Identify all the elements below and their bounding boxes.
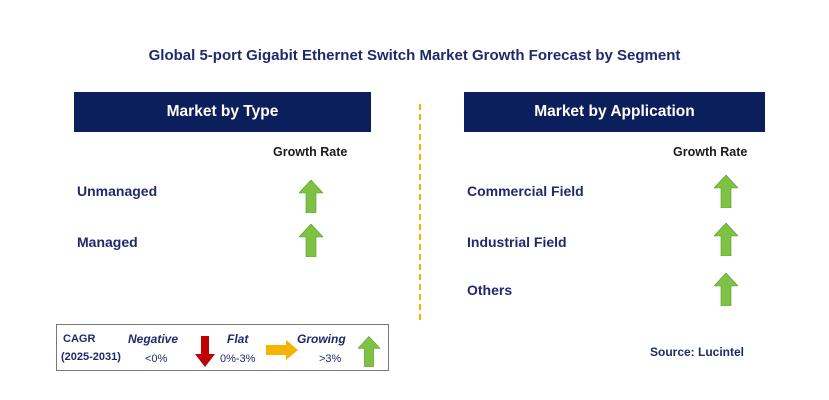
type-unmanaged-label: Unmanaged xyxy=(77,183,158,199)
growth-rate-label-application: Growth Rate xyxy=(673,145,748,159)
legend-negative-value: <0% xyxy=(145,353,168,365)
panel-divider xyxy=(419,104,421,320)
application-industrial-label: Industrial Field xyxy=(467,234,567,250)
application-others-label: Others xyxy=(467,282,513,298)
growing-arrow-icon xyxy=(299,224,323,257)
market-by-type-header: Market by Type xyxy=(74,92,371,132)
growing-arrow-icon xyxy=(299,180,323,213)
market-by-application-header: Market by Application xyxy=(464,92,765,132)
growing-arrow-icon xyxy=(714,223,738,256)
legend-period-label: (2025-2031) xyxy=(61,351,121,363)
legend-flat-label: Flat xyxy=(227,332,249,346)
negative-arrow-icon xyxy=(195,336,215,367)
flat-arrow-icon xyxy=(266,340,298,360)
legend-cagr-label: CAGR xyxy=(63,333,96,345)
legend-growing-label: Growing xyxy=(297,332,346,346)
growing-arrow-icon xyxy=(358,336,380,367)
chart-title: Global 5-port Gigabit Ethernet Switch Ma… xyxy=(148,47,681,64)
legend-flat-value: 0%-3% xyxy=(220,353,256,365)
legend-negative-label: Negative xyxy=(128,332,179,346)
application-commercial-label: Commercial Field xyxy=(467,183,584,199)
growth-rate-label-type: Growth Rate xyxy=(273,145,348,159)
source-label: Source: Lucintel xyxy=(650,345,745,359)
growing-arrow-icon xyxy=(714,273,738,306)
type-managed-label: Managed xyxy=(77,234,138,250)
cagr-legend: CAGR (2025-2031) Negative <0% Flat 0%-3%… xyxy=(56,324,389,371)
legend-growing-value: >3% xyxy=(319,353,342,365)
growing-arrow-icon xyxy=(714,175,738,208)
